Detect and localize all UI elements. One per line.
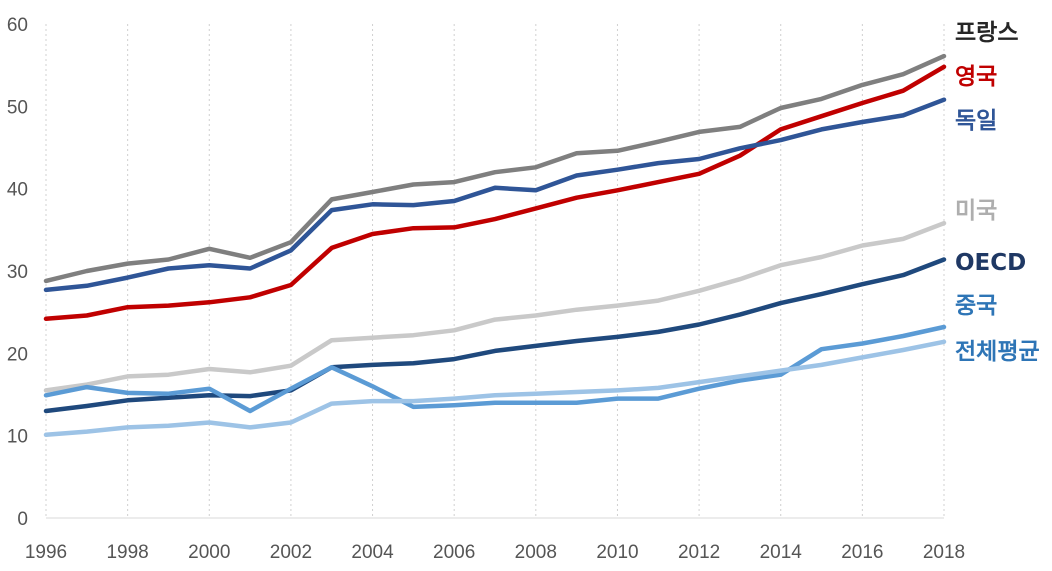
x-tick-label-2004: 2004 bbox=[351, 542, 394, 563]
y-tick-label-30: 30 bbox=[7, 262, 28, 283]
legend-label-3: 미국 bbox=[955, 198, 997, 224]
x-tick-label-2012: 2012 bbox=[678, 542, 720, 563]
legend-label-4: OECD bbox=[955, 250, 1026, 276]
legend-label-2: 독일 bbox=[955, 108, 997, 134]
y-tick-label-40: 40 bbox=[7, 180, 28, 201]
series-lines bbox=[43, 53, 947, 438]
x-tick-label-2010: 2010 bbox=[596, 542, 638, 563]
x-tick-label-2008: 2008 bbox=[515, 542, 557, 563]
legend-label-0: 프랑스 bbox=[955, 20, 1018, 46]
series-line-1 bbox=[43, 64, 947, 322]
y-tick-label-20: 20 bbox=[7, 344, 28, 365]
series-line-6 bbox=[43, 339, 947, 438]
x-tick-label-2014: 2014 bbox=[760, 542, 803, 563]
series-line-4 bbox=[43, 257, 947, 414]
legend-label-1: 영국 bbox=[955, 64, 997, 90]
legend-label-5: 중국 bbox=[955, 293, 997, 319]
y-tick-label-0: 0 bbox=[17, 509, 28, 530]
x-tick-label-1996: 1996 bbox=[25, 542, 67, 563]
y-tick-label-60: 60 bbox=[7, 15, 28, 36]
x-tick-label-2000: 2000 bbox=[188, 542, 230, 563]
series-line-2 bbox=[43, 97, 947, 293]
x-tick-label-2016: 2016 bbox=[841, 542, 883, 563]
axes: 0 10 20 30 40 50 60 1996 1998 2000 2002 2004 2006 200… bbox=[7, 15, 965, 563]
series-line-5 bbox=[43, 324, 947, 414]
y-tick-label-50: 50 bbox=[7, 97, 28, 118]
series-line-3 bbox=[43, 220, 947, 393]
y-tick-label-10: 10 bbox=[7, 427, 28, 448]
x-tick-label-2006: 2006 bbox=[433, 542, 475, 563]
legend-label-6: 전체평균 bbox=[955, 339, 1040, 365]
series-line-0 bbox=[43, 53, 947, 284]
x-tick-label-2018: 2018 bbox=[923, 542, 965, 563]
x-tick-label-2002: 2002 bbox=[270, 542, 312, 563]
x-tick-label-1998: 1998 bbox=[106, 542, 148, 563]
grid-lines bbox=[45, 24, 945, 518]
